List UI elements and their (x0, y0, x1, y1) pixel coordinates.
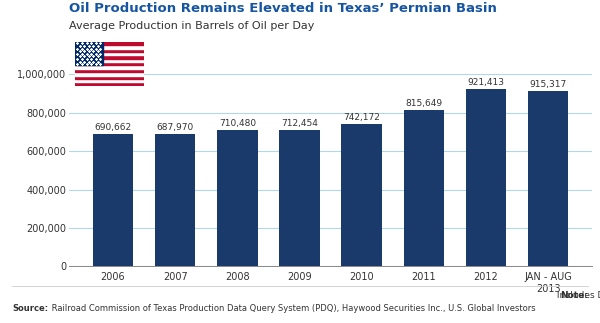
Bar (280, 130, 320, 266)
Text: 687,970: 687,970 (157, 123, 194, 132)
Bar (75, 56, 144, 59)
Text: 815,649: 815,649 (405, 99, 442, 108)
Bar (466, 89, 506, 266)
Bar (93, 134, 133, 266)
Bar (75, 76, 144, 79)
Text: Railroad Commission of Texas Production Data Query System (PDQ), Haywood Securit: Railroad Commission of Texas Production … (49, 304, 536, 313)
Text: Oil Production Remains Elevated in Texas’ Permian Basin: Oil Production Remains Elevated in Texas… (69, 2, 497, 15)
Text: Includes District 7C, 08 & 8A: Includes District 7C, 08 & 8A (554, 291, 600, 300)
Bar (75, 72, 144, 76)
Text: 742,172: 742,172 (343, 113, 380, 122)
Bar (75, 66, 144, 69)
Bar (341, 124, 382, 266)
Bar (75, 62, 144, 66)
Bar (75, 42, 144, 45)
Bar (75, 79, 144, 82)
Bar (75, 52, 144, 56)
Bar (75, 82, 144, 86)
Bar (528, 90, 568, 266)
Bar (155, 134, 196, 266)
Text: 710,480: 710,480 (219, 119, 256, 128)
Text: Note:: Note: (560, 291, 588, 300)
Bar (75, 49, 144, 52)
Bar (75, 69, 144, 72)
Text: Average Production in Barrels of Oil per Day: Average Production in Barrels of Oil per… (69, 21, 314, 31)
Text: 690,662: 690,662 (94, 123, 131, 132)
Text: 712,454: 712,454 (281, 119, 318, 128)
Bar (217, 130, 257, 266)
Bar (75, 45, 144, 49)
Text: 915,317: 915,317 (530, 80, 567, 89)
Bar (75, 42, 103, 66)
Text: 921,413: 921,413 (467, 78, 505, 88)
Bar (75, 59, 144, 62)
Text: Source:: Source: (12, 304, 48, 313)
Bar (404, 110, 444, 266)
